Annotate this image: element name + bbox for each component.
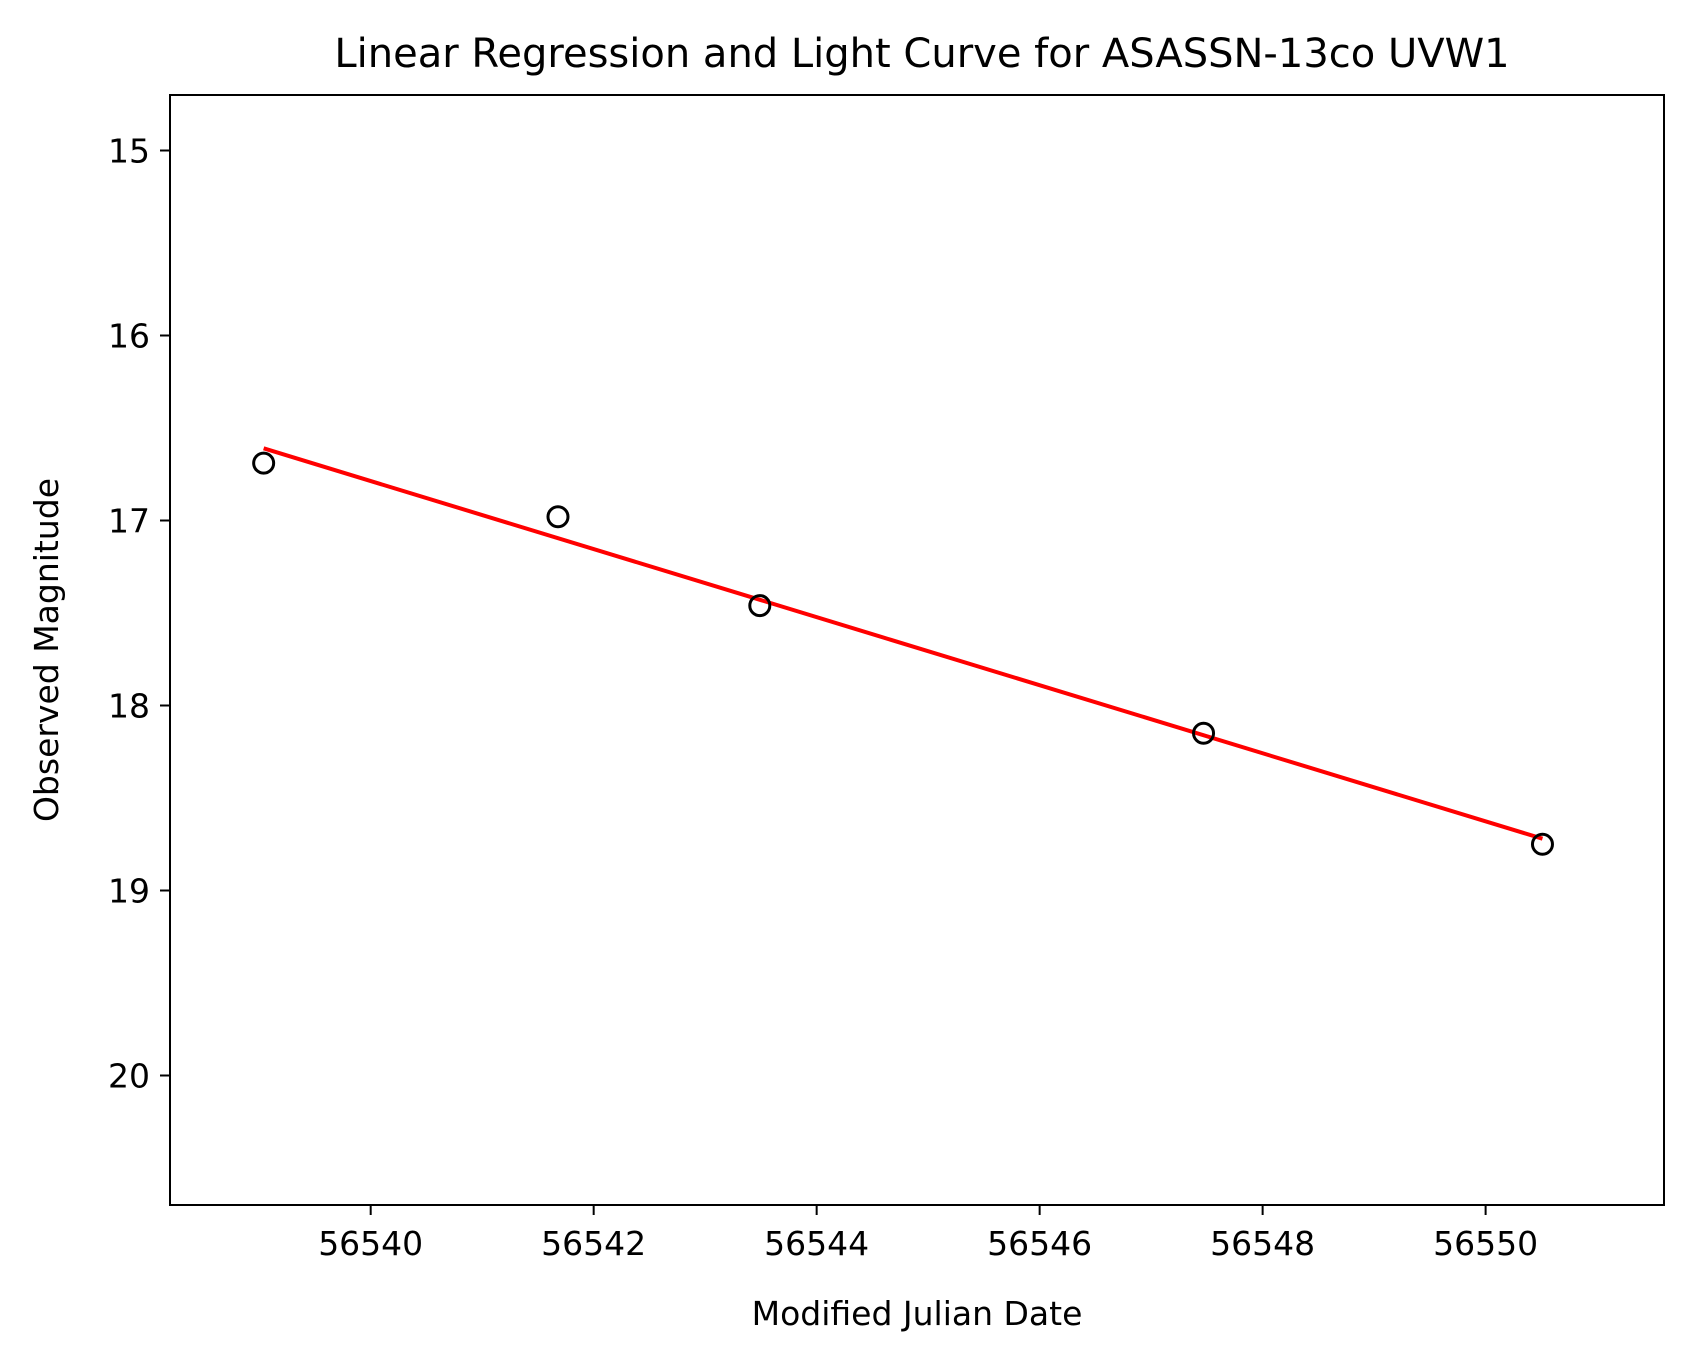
data-point (1530, 832, 1554, 856)
y-tick-label: 15 (108, 132, 150, 171)
x-axis: 56540 56542 56544 56546 56548 56550 (318, 1205, 1538, 1263)
y-tick-label: 16 (108, 317, 150, 356)
y-tick-label: 20 (108, 1057, 150, 1096)
y-tick-label: 19 (108, 872, 150, 911)
y-tick-label: 17 (108, 502, 150, 541)
x-tick-label: 56542 (541, 1224, 646, 1263)
series-layer (252, 446, 1554, 856)
chart-title: Linear Regression and Light Curve for AS… (334, 31, 1509, 77)
y-axis: 15 16 17 18 19 20 (108, 132, 170, 1096)
y-axis-label: Observed Magnitude (27, 478, 66, 822)
data-point (252, 451, 276, 475)
regression-line (263, 446, 1544, 841)
x-tick-label: 56546 (987, 1224, 1092, 1263)
data-point (1192, 721, 1216, 745)
x-tick-label: 56550 (1433, 1224, 1538, 1263)
x-tick-label: 56544 (764, 1224, 869, 1263)
plot-area (170, 95, 1664, 1205)
plot-frame (169, 94, 1665, 1206)
data-point (546, 505, 570, 529)
x-tick-label: 56540 (318, 1224, 423, 1263)
data-point (748, 594, 772, 618)
x-tick-label: 56548 (1210, 1224, 1315, 1263)
x-axis-label: Modified Julian Date (752, 1294, 1083, 1333)
y-tick-label: 18 (108, 687, 150, 726)
